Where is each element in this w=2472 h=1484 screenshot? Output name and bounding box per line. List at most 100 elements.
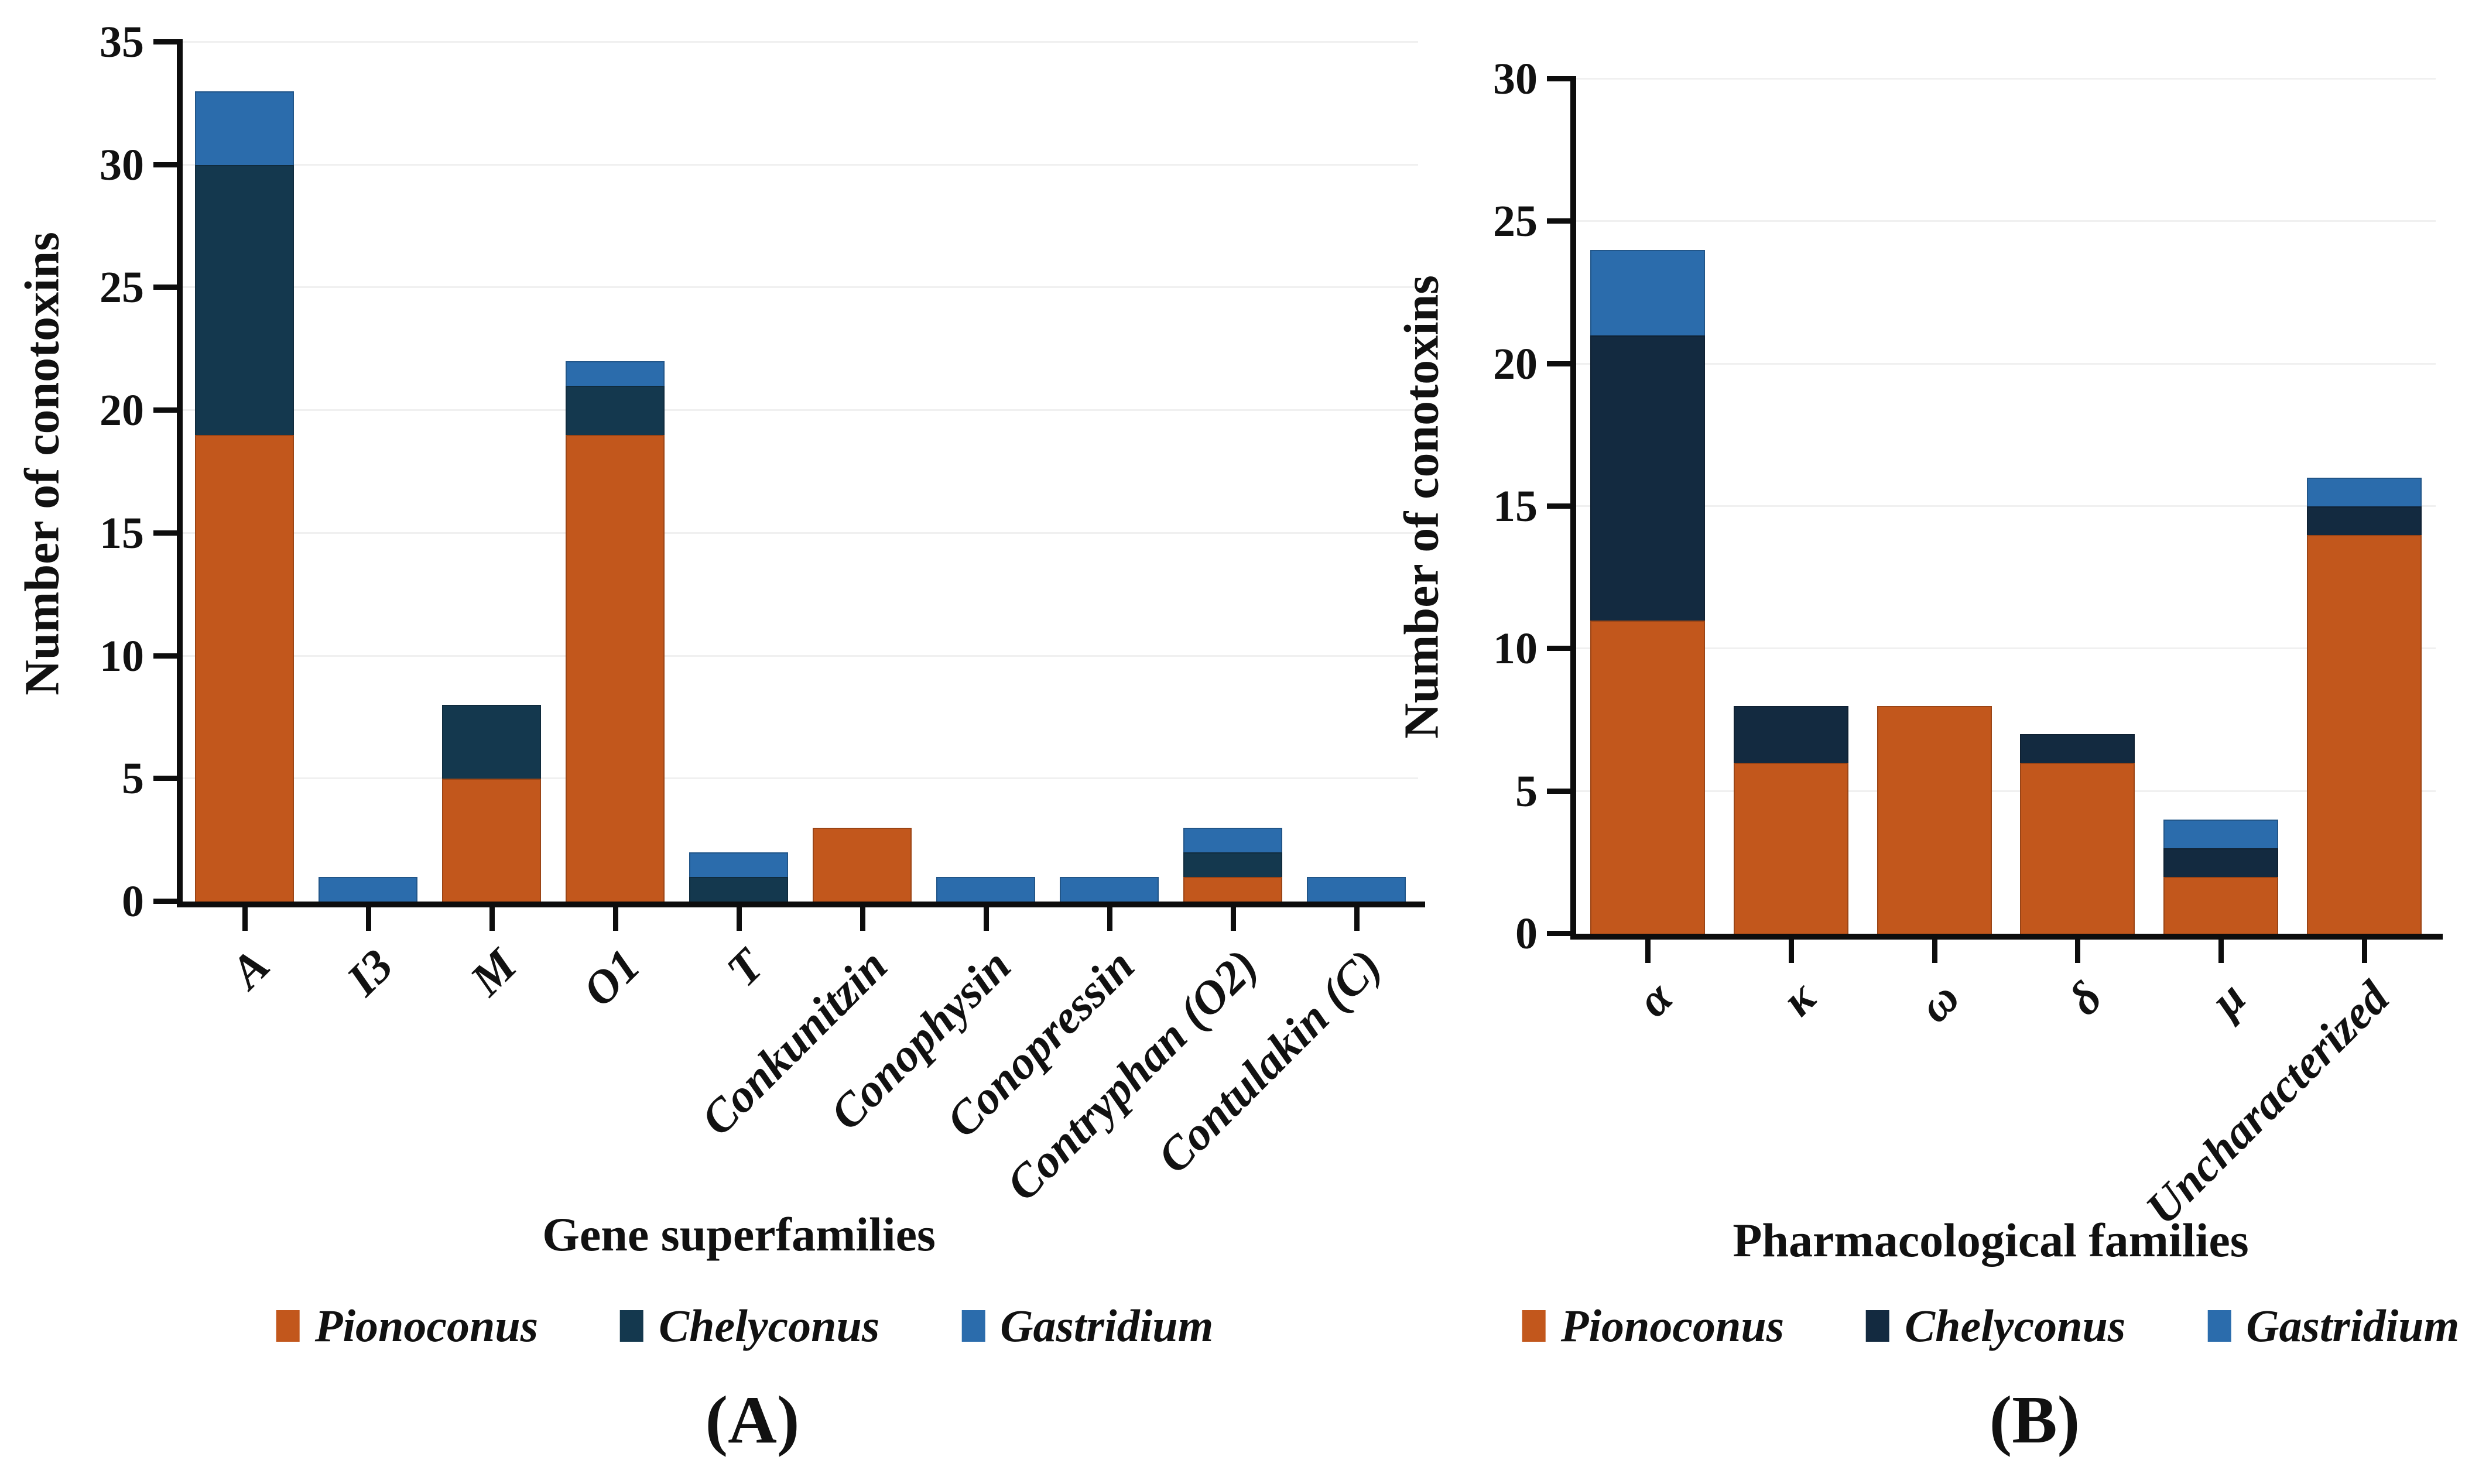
x-category-label: O1 [573, 940, 650, 1017]
bar-segment-gastridium [1183, 828, 1282, 853]
legend-swatch-icon [276, 1310, 300, 1342]
x-axis-tick [242, 907, 248, 931]
y-axis-tick [153, 899, 177, 904]
panel-a-y-axis-line [177, 39, 183, 907]
legend-label: Pionoconus [314, 1300, 539, 1351]
bar-segment-gastridium [1590, 250, 1706, 335]
panel-a-plot-area: 0 5 10 15 20 25 30 35 A I3 M O1 T Conkunitzin Conophys… [100, 20, 1425, 1211]
grid-line [1576, 362, 2436, 365]
bar-segment-chelyconus [195, 164, 294, 436]
grid-line [183, 777, 1418, 780]
legend-label: Pionoconus [1560, 1300, 1785, 1351]
x-category-label: δ [2059, 972, 2113, 1026]
panel-b-y-axis-line [1570, 76, 1576, 940]
y-axis-tick-label: 20 [100, 386, 144, 436]
legend-item-gastridium: Gastridium [961, 1303, 1213, 1349]
x-axis-tick [1107, 907, 1112, 931]
y-axis-tick [153, 530, 177, 536]
panel-a-x-axis-line [177, 902, 1425, 907]
y-axis-tick [153, 653, 177, 659]
bar-segment-pionoconus [2306, 534, 2422, 934]
panel-a-legend: Pionoconus Chelyconus Gastridium [276, 1300, 1213, 1351]
y-axis-tick-label: 15 [100, 508, 144, 558]
bar-segment-gastridium [936, 877, 1035, 902]
x-axis-tick [1932, 940, 1937, 963]
x-axis-tick [2361, 940, 2367, 963]
legend-swatch-icon [2207, 1310, 2231, 1342]
grid-line [1576, 505, 2436, 507]
bar-segment-pionoconus [442, 779, 541, 902]
y-axis-tick-label: 20 [1493, 339, 1538, 389]
panel-b-legend: Pionoconus Chelyconus Gastridium [1522, 1300, 2459, 1351]
x-axis-tick [612, 907, 618, 931]
x-category-label: κ [1772, 972, 1826, 1026]
bar-segment-pionoconus [2020, 763, 2135, 934]
bar-segment-pionoconus [566, 435, 665, 902]
x-axis-tick [1230, 907, 1236, 931]
bar-segment-pionoconus [1590, 620, 1706, 934]
x-category-label: Uncharacterized [2136, 972, 2399, 1235]
bar-segment-gastridium [1307, 877, 1406, 902]
y-axis-tick [1547, 361, 1570, 366]
bar-segment-chelyconus [2020, 734, 2135, 763]
bar-segment-gastridium [319, 877, 417, 902]
panel-a-caption: (A) [705, 1383, 800, 1458]
y-axis-tick [153, 285, 177, 290]
legend-item-gastridium: Gastridium [2207, 1303, 2459, 1349]
x-axis-tick [2075, 940, 2081, 963]
grid-line [183, 41, 1418, 43]
x-axis-tick [736, 907, 742, 931]
y-axis-tick-label: 5 [1515, 766, 1538, 816]
y-axis-tick-label: 30 [100, 140, 144, 190]
x-category-label: α [1628, 972, 1683, 1027]
y-axis-tick [153, 162, 177, 167]
bar-segment-chelyconus [566, 386, 665, 436]
legend-label: Gastridium [1000, 1300, 1214, 1351]
y-axis-tick [153, 39, 177, 44]
grid-line [183, 409, 1418, 412]
grid-line [1576, 647, 2436, 650]
grid-line [1576, 78, 2436, 80]
y-axis-tick-label: 0 [1515, 909, 1538, 958]
panel-b-plot-area: 0 5 10 15 20 25 30 α κ ω δ μ Uncharacterized [1493, 57, 2443, 1235]
y-axis-tick-label: 0 [122, 877, 144, 926]
bar-segment-pionoconus [1734, 763, 1848, 934]
y-axis-tick-label: 15 [1493, 482, 1538, 531]
panel-b-caption: (B) [1989, 1383, 2080, 1458]
grid-line [183, 163, 1418, 166]
y-axis-tick-label: 10 [100, 631, 144, 681]
bar-segment-chelyconus [1183, 852, 1282, 878]
panel-a-x-axis-title: Gene superfamilies [542, 1208, 936, 1261]
y-axis-tick-label: 25 [1493, 197, 1538, 246]
legend-item-chelyconus: Chelyconus [620, 1303, 879, 1349]
legend-swatch-icon [1522, 1310, 1546, 1342]
bar-segment-pionoconus [1877, 705, 1992, 934]
x-axis-tick [365, 907, 371, 931]
y-axis-tick-label: 25 [100, 263, 144, 313]
y-axis-tick-label: 5 [122, 754, 144, 804]
x-axis-tick [1645, 940, 1651, 963]
bar-segment-gastridium [195, 91, 294, 165]
bar-segment-chelyconus [2163, 848, 2278, 877]
x-axis-tick [860, 907, 865, 931]
bar-segment-pionoconus [1183, 877, 1282, 902]
grid-line [183, 286, 1418, 289]
legend-label: Chelyconus [659, 1300, 880, 1351]
bar-segment-chelyconus [689, 877, 788, 902]
bar-segment-chelyconus [2306, 506, 2422, 535]
x-axis-tick [489, 907, 495, 931]
bar-segment-gastridium [1060, 877, 1159, 902]
bar-segment-gastridium [566, 361, 665, 386]
bar-segment-chelyconus [442, 705, 541, 779]
y-axis-tick [1547, 646, 1570, 652]
legend-label: Gastridium [2246, 1300, 2460, 1351]
x-axis-tick [1789, 940, 1794, 963]
y-axis-tick-label: 10 [1493, 624, 1538, 674]
y-axis-tick [1547, 76, 1570, 81]
bar-segment-pionoconus [813, 828, 912, 902]
panel-b-x-axis-title: Pharmacological families [1733, 1214, 2249, 1267]
x-category-label: A [220, 940, 279, 999]
y-axis-tick [1547, 931, 1570, 936]
bar-segment-gastridium [689, 852, 788, 878]
